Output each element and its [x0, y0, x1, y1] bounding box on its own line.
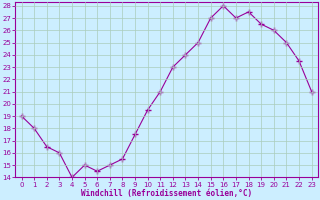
- X-axis label: Windchill (Refroidissement éolien,°C): Windchill (Refroidissement éolien,°C): [81, 189, 252, 198]
